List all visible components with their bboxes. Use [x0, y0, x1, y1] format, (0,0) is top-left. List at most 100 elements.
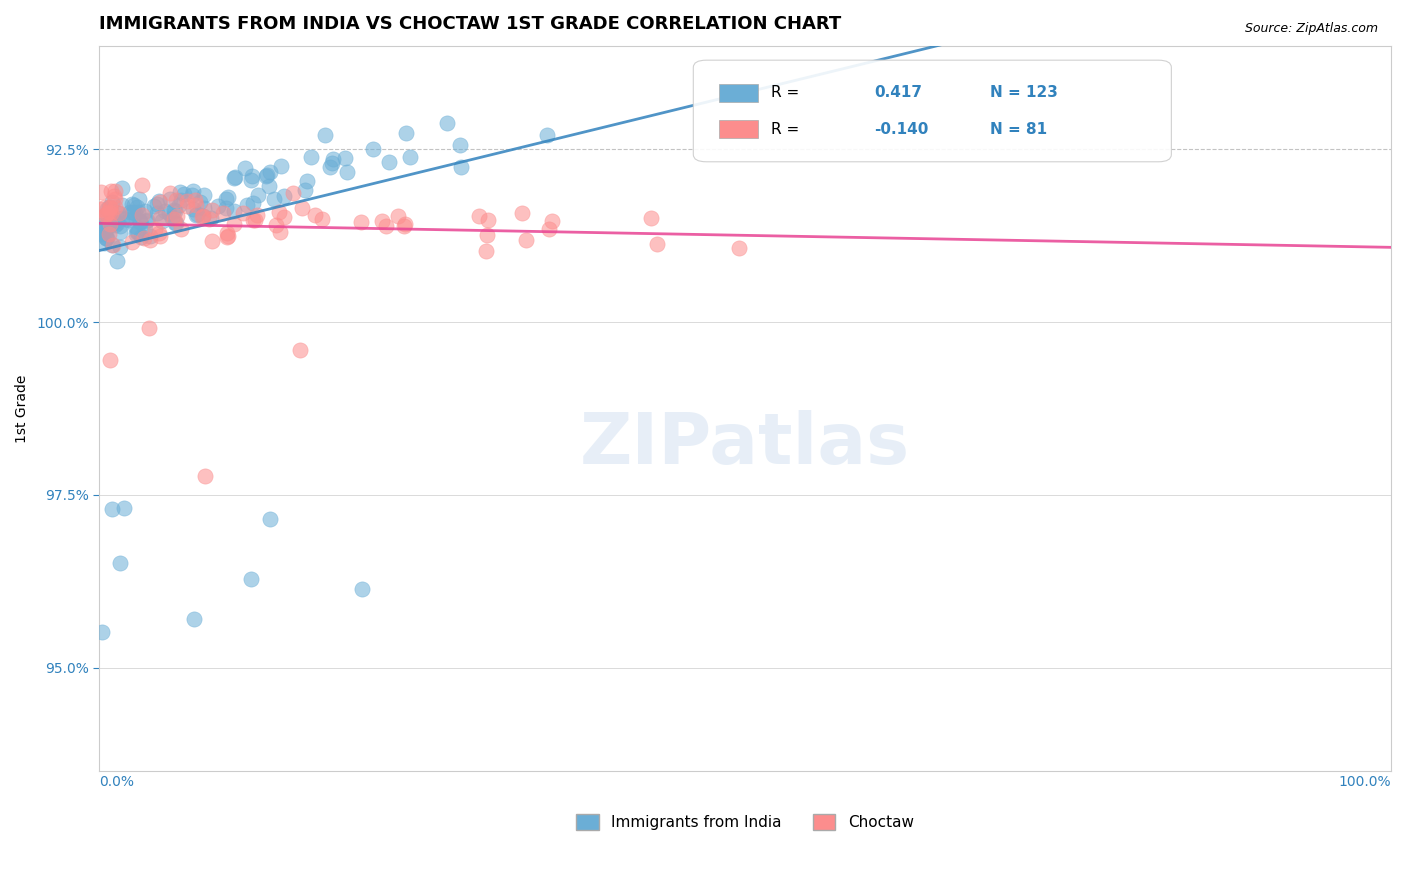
Point	[246, 208, 269, 222]
Point	[264, 218, 287, 232]
Point	[131, 208, 153, 222]
Point	[135, 213, 157, 227]
Point	[124, 206, 146, 220]
Point	[290, 343, 312, 357]
Point	[224, 170, 246, 185]
Point	[291, 201, 314, 215]
Point	[104, 184, 127, 198]
Point	[378, 154, 401, 169]
Point	[352, 582, 374, 596]
Point	[97, 201, 120, 215]
Point	[100, 184, 122, 198]
Point	[157, 206, 180, 220]
Point	[115, 211, 138, 226]
Point	[108, 219, 131, 233]
Point	[295, 174, 318, 188]
Point	[131, 178, 153, 192]
FancyBboxPatch shape	[718, 84, 758, 102]
Point	[89, 211, 111, 226]
Point	[159, 186, 181, 200]
Point	[273, 189, 295, 203]
Point	[191, 210, 214, 224]
Point	[259, 164, 281, 178]
Point	[100, 206, 122, 220]
Point	[510, 205, 533, 219]
Point	[121, 235, 143, 250]
Point	[165, 194, 187, 208]
Point	[111, 211, 134, 226]
Point	[122, 204, 145, 219]
Point	[394, 217, 416, 231]
Point	[246, 188, 269, 202]
Text: N = 123: N = 123	[990, 86, 1059, 100]
Point	[477, 213, 499, 227]
Point	[374, 219, 396, 233]
Point	[93, 200, 115, 214]
Point	[311, 211, 333, 226]
Point	[173, 187, 195, 202]
Point	[98, 201, 121, 215]
Point	[314, 128, 336, 142]
Point	[108, 239, 131, 253]
Point	[129, 230, 152, 244]
Legend: Immigrants from India, Choctaw: Immigrants from India, Choctaw	[571, 808, 920, 837]
Text: -0.140: -0.140	[875, 121, 928, 136]
Point	[333, 151, 356, 165]
Point	[98, 217, 121, 231]
Point	[224, 217, 246, 231]
Point	[143, 222, 166, 236]
Point	[728, 241, 751, 255]
Text: 0.417: 0.417	[875, 86, 922, 100]
Point	[148, 194, 170, 208]
Point	[370, 214, 392, 228]
Text: 100.0%: 100.0%	[1339, 775, 1391, 789]
Point	[259, 512, 281, 526]
Point	[145, 197, 167, 211]
Point	[91, 624, 114, 639]
Point	[200, 211, 222, 225]
Point	[395, 127, 418, 141]
Point	[538, 221, 561, 235]
Point	[263, 192, 285, 206]
Point	[176, 199, 198, 213]
Point	[100, 208, 122, 222]
Point	[336, 165, 359, 179]
Point	[91, 220, 114, 235]
Point	[215, 201, 238, 215]
Point	[118, 205, 141, 219]
Point	[97, 205, 120, 219]
Point	[153, 204, 176, 219]
Point	[183, 202, 205, 217]
Point	[111, 197, 134, 211]
Point	[515, 233, 537, 247]
Point	[322, 152, 344, 166]
Point	[540, 213, 562, 227]
Point	[256, 168, 278, 182]
Text: R =: R =	[770, 86, 799, 100]
FancyBboxPatch shape	[693, 60, 1171, 161]
Point	[186, 206, 208, 220]
Point	[150, 214, 173, 228]
Point	[270, 159, 292, 173]
Point	[96, 206, 118, 220]
Point	[294, 183, 316, 197]
Text: IMMIGRANTS FROM INDIA VS CHOCTAW 1ST GRADE CORRELATION CHART: IMMIGRANTS FROM INDIA VS CHOCTAW 1ST GRA…	[98, 15, 841, 33]
Point	[201, 234, 224, 248]
Point	[96, 231, 118, 245]
Point	[273, 210, 295, 224]
Point	[450, 160, 472, 174]
Text: ZIPatlas: ZIPatlas	[579, 410, 910, 479]
Point	[128, 215, 150, 229]
Point	[163, 215, 186, 229]
Point	[100, 502, 122, 516]
Point	[240, 169, 263, 184]
Point	[108, 556, 131, 570]
Point	[350, 214, 373, 228]
Point	[180, 188, 202, 202]
Point	[269, 225, 291, 239]
Point	[134, 222, 156, 236]
Point	[387, 209, 409, 223]
Point	[125, 225, 148, 239]
Point	[193, 188, 215, 202]
Point	[124, 219, 146, 233]
